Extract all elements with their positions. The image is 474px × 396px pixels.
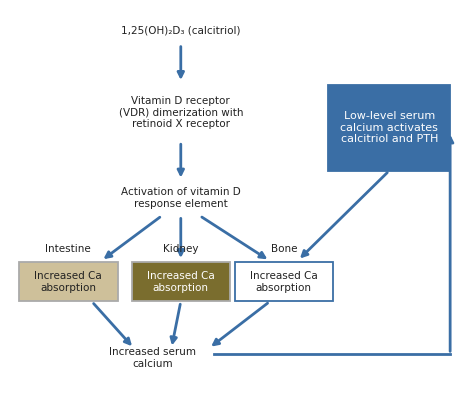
Text: Increased serum
calcium: Increased serum calcium	[109, 347, 196, 369]
FancyBboxPatch shape	[19, 263, 118, 301]
FancyBboxPatch shape	[235, 263, 333, 301]
Text: Low-level serum
calcium activates
calcitriol and PTH: Low-level serum calcium activates calcit…	[340, 111, 438, 144]
FancyBboxPatch shape	[328, 85, 450, 171]
Text: Increased Ca
absorption: Increased Ca absorption	[147, 271, 215, 293]
Text: Kidney: Kidney	[163, 244, 199, 254]
Text: Increased Ca
absorption: Increased Ca absorption	[250, 271, 318, 293]
Text: Intestine: Intestine	[46, 244, 91, 254]
Text: Bone: Bone	[271, 244, 297, 254]
Text: Increased Ca
absorption: Increased Ca absorption	[35, 271, 102, 293]
Text: Activation of vitamin D
response element: Activation of vitamin D response element	[121, 187, 241, 209]
Text: 1,25(OH)₂D₃ (calcitriol): 1,25(OH)₂D₃ (calcitriol)	[121, 25, 240, 35]
FancyBboxPatch shape	[132, 263, 230, 301]
Text: Vitamin D receptor
(VDR) dimerization with
retinoid X receptor: Vitamin D receptor (VDR) dimerization wi…	[118, 95, 243, 129]
